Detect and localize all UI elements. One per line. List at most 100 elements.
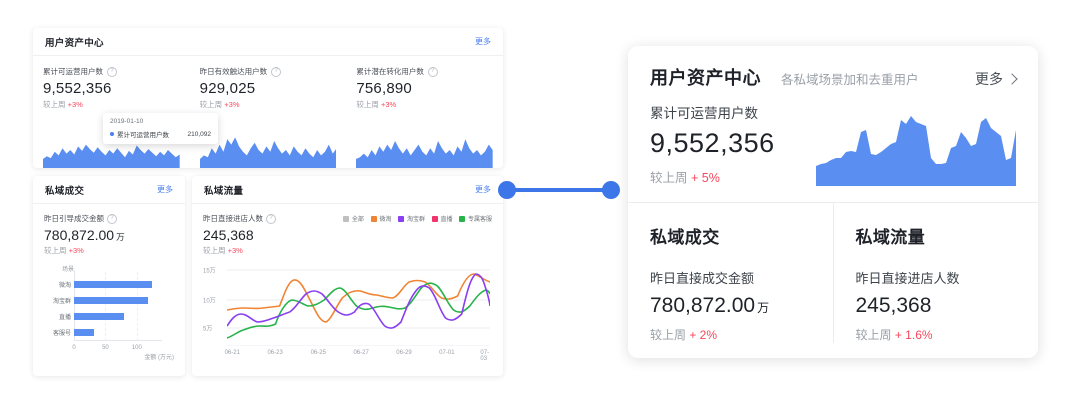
deal-metric-label: 昨日引导成交金额 ? xyxy=(44,213,174,224)
legend-label: 微淘 xyxy=(379,217,392,223)
traffic-metric-value: 245,368 xyxy=(203,227,254,243)
mobile-title: 用户资产中心 xyxy=(650,68,761,88)
metric-label: 累计潜在转化用户数 ? xyxy=(356,66,493,77)
asset-card-more-link[interactable]: 更多 xyxy=(475,37,491,46)
traffic-card-title: 私域流量 xyxy=(204,185,244,197)
metric-sparkline-area-chart xyxy=(356,132,494,168)
deal-metric-number: 780,872.00 xyxy=(44,227,115,243)
x-tick: 06-23 xyxy=(267,350,283,356)
bar-chart-x-ticks: 0 50 100 xyxy=(72,345,162,355)
mobile-cell-value: 245,368 xyxy=(856,294,1017,318)
x-tick: 100 xyxy=(131,345,142,351)
mobile-cell-delta: 较上周 + 1.6% xyxy=(856,326,1017,343)
bar-row: 淘宝群 xyxy=(53,292,162,308)
help-icon[interactable]: ? xyxy=(107,213,117,224)
x-tick: 0 xyxy=(72,345,76,351)
help-icon[interactable]: ? xyxy=(271,66,282,77)
traffic-card-header: 私域流量 更多 xyxy=(192,176,503,204)
bar-chart-y-axis-line xyxy=(74,270,75,341)
bar xyxy=(74,296,148,304)
bar-chart-y-axis-label: 场景 xyxy=(62,267,75,273)
asset-metrics-row: 累计可运营用户数 ? 9,552,356 较上周 +3% 昨日有效触达用户数 ? xyxy=(33,56,503,168)
legend-label: 直播 xyxy=(440,217,453,223)
deal-delta-value: +3% xyxy=(68,246,84,255)
bar-category-label: 微淘 xyxy=(58,282,71,289)
metric-delta: 较上周 +3% xyxy=(200,99,337,110)
help-icon[interactable]: ? xyxy=(107,66,117,77)
deal-bar-chart: 场景 微淘 淘宝群 xyxy=(44,266,174,361)
deal-card-more-link[interactable]: 更多 xyxy=(157,185,173,194)
x-tick: 06-27 xyxy=(353,350,369,356)
mobile-cell-deal[interactable]: 私域成交 昨日直接成交金额 780,872.00 万 较上周 + 2% xyxy=(628,203,833,343)
metric-label: 昨日有效触达用户数 ? xyxy=(200,66,337,77)
metric-sparkline-area-chart xyxy=(199,132,337,168)
traffic-metric-delta: 较上周 +3% xyxy=(203,245,276,256)
y-tick: 10万 xyxy=(203,298,216,305)
mobile-header: 用户资产中心 各私域场景加和去重用户 更多 xyxy=(650,64,1018,90)
mobile-divider xyxy=(628,202,1038,203)
metric-delta-prefix: 较上周 xyxy=(199,100,225,109)
bar xyxy=(74,313,125,321)
mobile-cell-delta: 较上周 + 2% xyxy=(650,326,811,343)
legend-item-weitao[interactable]: 微淘 xyxy=(370,214,392,223)
metric-delta-value: +3% xyxy=(67,100,83,109)
mobile-key-label: 累计可运营用户数 xyxy=(650,106,758,121)
traffic-card-top: 昨日直接进店人数 ? 245,368 较上周 +3% 全部 微淘 xyxy=(192,204,503,256)
deal-metric-label-text: 昨日引导成交金额 xyxy=(44,214,104,223)
metric-label: 累计可运营用户数 ? xyxy=(43,66,180,77)
legend-item-all[interactable]: 全部 xyxy=(343,214,364,223)
mobile-cell-delta-value: + 1.6% xyxy=(894,328,933,342)
mobile-key-delta-prefix: 较上周 xyxy=(650,171,691,185)
metric-value: 756,890 xyxy=(356,80,412,97)
deal-metric-value: 780,872.00 万 xyxy=(44,227,174,243)
metric-label-text: 累计可运营用户数 xyxy=(43,67,103,76)
traffic-line-chart: 15万 10万 5万 06-21 06-23 06-25 06-27 xyxy=(203,262,492,362)
mobile-key-metric: 累计可运营用户数 9,552,356 较上周 + 5% xyxy=(650,102,810,186)
legend-item-kefu[interactable]: 专属客服 xyxy=(459,214,492,223)
mobile-cell-traffic[interactable]: 私域流量 昨日直接进店人数 245,368 较上周 + 1.6% xyxy=(832,203,1039,343)
help-icon[interactable]: ? xyxy=(266,213,276,224)
bar-category-label: 淘宝群 xyxy=(52,298,71,305)
mobile-cell-title: 私域成交 xyxy=(650,228,720,247)
private-domain-deal-card: 私域成交 更多 昨日引导成交金额 ? 780,872.00 万 较上周 +3% 场… xyxy=(33,176,185,376)
mobile-cell-delta-prefix: 较上周 xyxy=(855,328,895,342)
metric-cumulative-potential-conversion-users: 累计潜在转化用户数 ? 756,890 较上周 +3% xyxy=(346,66,503,168)
mobile-more-link[interactable]: 更多 xyxy=(975,69,1018,89)
traffic-delta-value: +3% xyxy=(227,246,243,255)
asset-card-title: 用户资产中心 xyxy=(45,37,104,49)
x-tick: 07-01 xyxy=(439,350,455,356)
x-tick: 06-25 xyxy=(310,350,326,356)
metric-label-text: 昨日有效触达用户数 xyxy=(199,67,268,76)
mobile-cell-number: 780,872.00 xyxy=(650,294,756,317)
x-tick: 50 xyxy=(102,345,109,351)
bar-category-label: 直播 xyxy=(58,315,71,322)
help-icon[interactable]: ? xyxy=(427,66,438,77)
connector-arrow xyxy=(498,180,620,200)
metric-label-text: 累计潜在转化用户数 xyxy=(356,67,424,76)
mobile-subtitle: 各私域场景加和去重用户 xyxy=(781,73,919,87)
traffic-metric-label-text: 昨日直接进店人数 xyxy=(203,214,263,223)
legend-item-zhibo[interactable]: 直播 xyxy=(431,214,453,223)
mobile-key-metric-row: 累计可运营用户数 9,552,356 较上周 + 5% xyxy=(650,102,1016,186)
metric-sparkline-area-chart xyxy=(43,132,180,168)
traffic-card-more-link[interactable]: 更多 xyxy=(475,185,491,194)
mobile-bottom-section: 私域成交 昨日直接成交金额 780,872.00 万 较上周 + 2% 私域流量 … xyxy=(628,203,1038,343)
line-chart-x-axis: 06-21 06-23 06-25 06-27 06-29 07-01 07-0… xyxy=(225,350,490,362)
connector-dot-right-icon xyxy=(602,181,620,199)
bar-chart-x-axis-label: 金额 (万元) xyxy=(144,355,174,361)
mobile-key-delta-value: + 5% xyxy=(690,171,720,185)
bar-category-label: 客服号 xyxy=(52,331,71,338)
legend-label: 全部 xyxy=(351,217,364,223)
tooltip-date: 2019-01-10 xyxy=(110,118,144,125)
mobile-top-section: 用户资产中心 各私域场景加和去重用户 更多 累计可运营用户数 9,552,356… xyxy=(628,46,1038,186)
y-tick: 15万 xyxy=(203,268,216,275)
user-asset-center-card: 用户资产中心 更多 累计可运营用户数 ? 9,552,356 较上周 +3% xyxy=(33,28,503,168)
traffic-metric-block: 昨日直接进店人数 ? 245,368 较上周 +3% xyxy=(203,213,276,256)
mobile-key-delta: 较上周 + 5% xyxy=(650,167,810,186)
mobile-area-chart xyxy=(816,108,1016,186)
deal-card-body: 昨日引导成交金额 ? 780,872.00 万 较上周 +3% 场景 xyxy=(33,204,185,361)
metric-delta: 较上周 +3% xyxy=(356,99,493,110)
connector-dot-left-icon xyxy=(498,181,516,199)
legend-item-taobaoqun[interactable]: 淘宝群 xyxy=(398,214,425,223)
